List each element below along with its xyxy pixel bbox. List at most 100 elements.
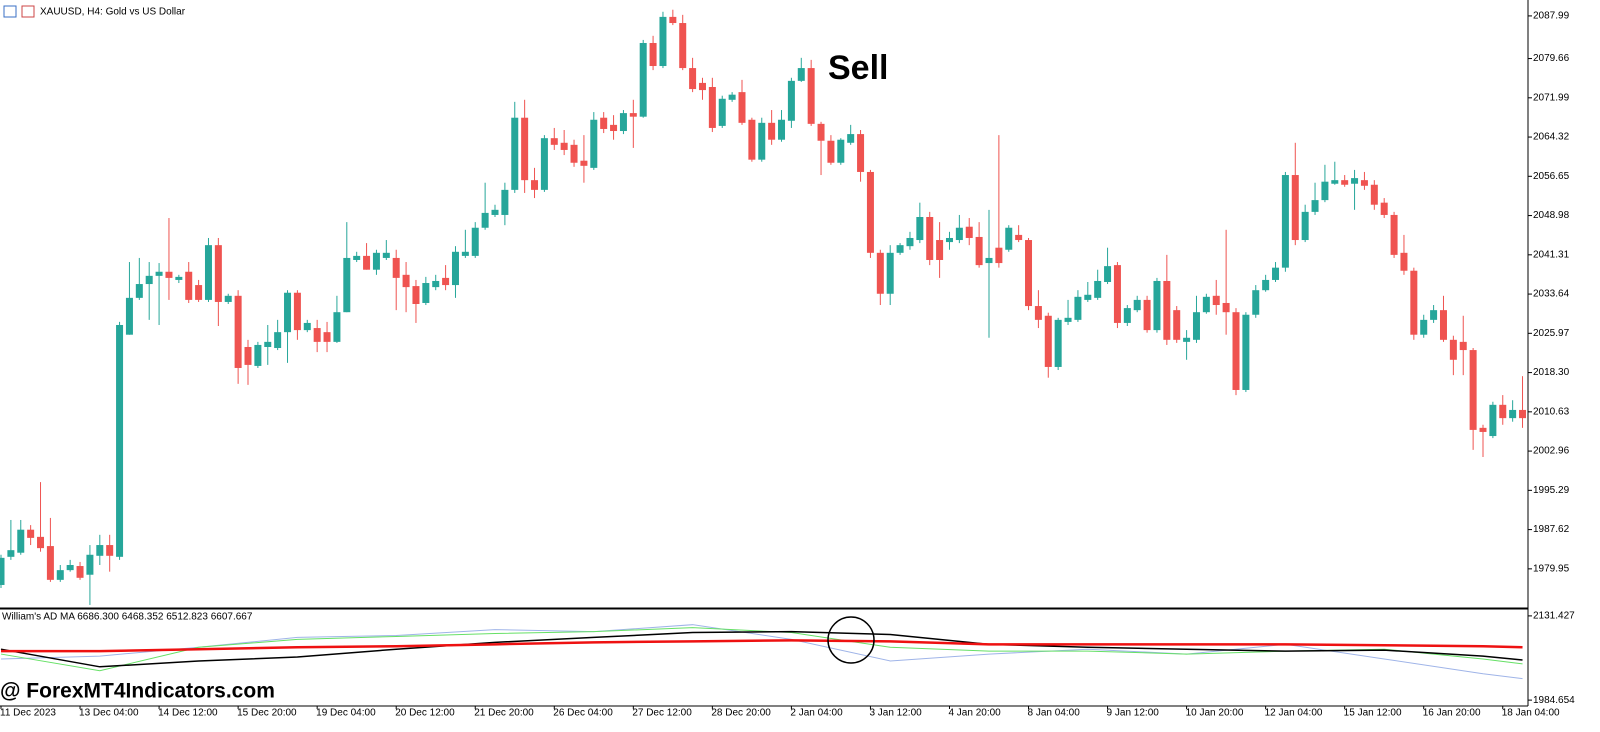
y-tick-label: 2056.65 [1533,171,1570,182]
candle-body [1479,427,1487,432]
candle-body [195,285,203,300]
candle-body [1252,290,1260,315]
candle-body [1370,184,1378,205]
candle-body [1449,339,1457,360]
x-tick-label: 18 Jan 04:00 [1502,708,1560,719]
candle-body [214,245,222,302]
candle-body [807,68,815,124]
candle-body [985,257,993,264]
candle-body [955,227,963,241]
candle-body [1222,302,1230,313]
candle-body [1262,279,1270,291]
x-tick-label: 12 Jan 04:00 [1265,708,1323,719]
candle-body [1202,296,1210,313]
candle-body [837,139,845,163]
candle-body [511,117,519,190]
candle-body [274,332,282,349]
y-tick-label: 2002.96 [1533,446,1570,457]
candle-body [46,546,54,580]
x-tick-label: 8 Jan 04:00 [1028,708,1081,719]
y-tick-label: 2064.32 [1533,132,1570,143]
candle-body [1153,280,1161,331]
candle-body [1410,270,1418,335]
candle-body [748,119,756,160]
y-tick-label: 2041.31 [1533,249,1570,260]
candle-body [1064,317,1072,322]
candle-body [402,274,410,288]
candle-body [175,276,183,280]
x-tick-label: 19 Dec 04:00 [316,708,376,719]
candle-body [560,142,568,150]
candle-body [1390,214,1398,255]
candle-body [679,23,687,69]
candle-body [1242,314,1250,390]
candle-body [392,257,400,278]
x-tick-label: 14 Dec 12:00 [158,708,218,719]
candle-body [857,134,865,172]
candle-body [1380,202,1388,215]
candle-body [708,87,716,128]
x-tick-label: 9 Jan 12:00 [1107,708,1160,719]
candle-body [610,124,618,132]
candle-body [590,119,598,168]
candle-body [916,216,924,241]
candle-body [1133,299,1141,311]
x-tick-label: 15 Jan 12:00 [1344,708,1402,719]
y-tick-label: 2131.427 [1533,611,1575,622]
candle-body [422,283,430,303]
candle-body [1054,319,1062,367]
candle-body [1360,180,1368,186]
candle-body [0,557,5,585]
x-tick-label: 16 Jan 20:00 [1423,708,1481,719]
candle-body [27,529,35,538]
x-tick-label: 2 Jan 04:00 [790,708,843,719]
x-tick-label: 10 Jan 20:00 [1186,708,1244,719]
x-tick-label: 11 Dec 2023 [0,708,56,719]
candle-body [145,275,153,285]
candle-body [521,117,529,181]
candle-body [540,138,548,190]
x-tick-label: 4 Jan 20:00 [948,708,1001,719]
y-tick-label: 2025.97 [1533,328,1570,339]
candle-body [86,554,94,575]
y-tick-label: 1987.62 [1533,524,1570,535]
candle-body [1331,180,1339,184]
candle-body [1183,337,1191,342]
candle-body [1034,306,1042,320]
candle-body [1094,280,1102,298]
candle-body [649,42,657,67]
x-tick-label: 20 Dec 12:00 [395,708,455,719]
candle-body [313,328,321,342]
candle-body [896,245,904,253]
candle-body [412,286,420,304]
candle-body [570,144,578,163]
candle-body [876,252,884,294]
y-tick-label: 2071.99 [1533,92,1570,103]
candle-body [975,236,983,266]
candle-body [1499,404,1507,419]
candle-body [1321,181,1329,201]
y-tick-label: 2010.63 [1533,406,1570,417]
candle-body [926,216,934,260]
chart-title: XAUUSD, H4: Gold vs US Dollar [40,7,186,18]
candle-body [343,257,351,313]
indicator-line [1,639,1523,653]
candle-body [1291,175,1299,241]
y-tick-label: 2079.66 [1533,53,1570,64]
candle-body [155,271,163,276]
candle-body [461,251,469,256]
candle-body [1341,180,1349,185]
candle-body [1173,310,1181,340]
candle-body [1311,200,1319,212]
candle-body [37,536,45,549]
candle-body [1400,252,1408,271]
candle-body [471,227,479,256]
candle-body [116,324,124,557]
price-plot [0,9,1527,605]
candle-body [1430,310,1438,320]
candle-body [1281,175,1289,268]
candle-body [1469,350,1477,430]
candle-body [7,550,15,557]
candle-body [1123,308,1131,323]
